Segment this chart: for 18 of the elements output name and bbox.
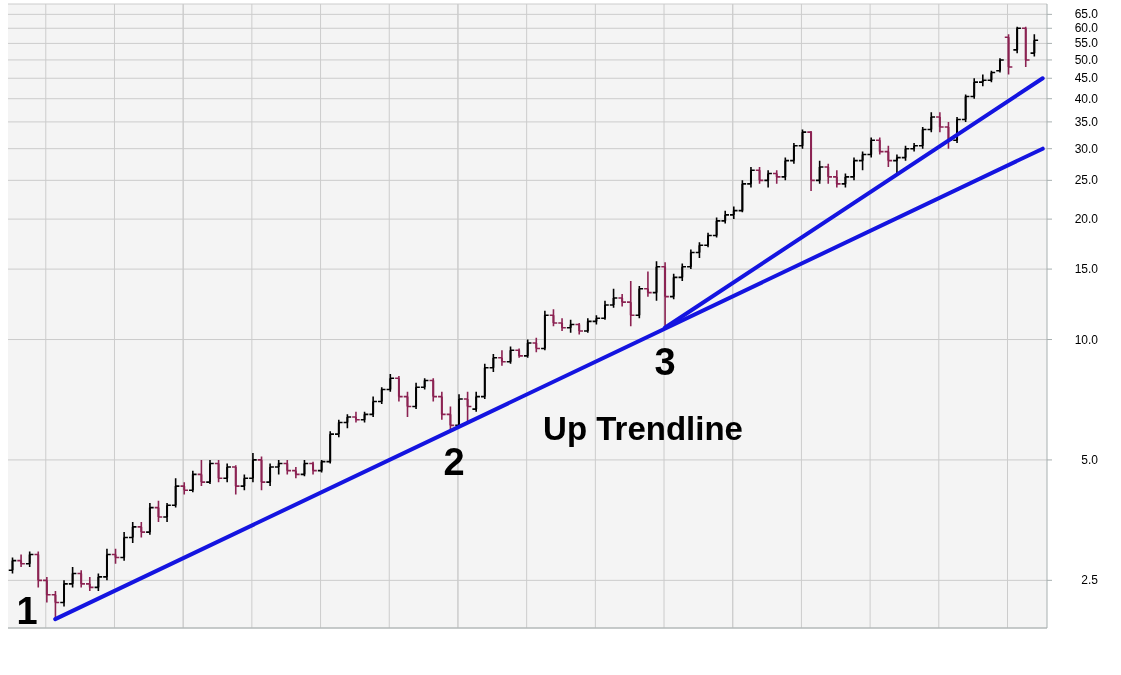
y-tick-label: 20.0 <box>1074 212 1099 227</box>
y-tick-label: 25.0 <box>1074 173 1099 188</box>
y-tick-label: 5.0 <box>1081 452 1099 467</box>
y-tick-label: 60.0 <box>1074 21 1099 36</box>
y-tick-label: 10.0 <box>1074 332 1099 347</box>
y-tick-label: 45.0 <box>1074 71 1099 86</box>
annotation: 3 <box>654 341 676 383</box>
y-tick-label: 55.0 <box>1074 36 1099 51</box>
y-tick-label: 50.0 <box>1074 52 1099 67</box>
y-tick-label: 35.0 <box>1074 114 1099 129</box>
y-tick-label: 65.0 <box>1074 7 1099 22</box>
annotation: 1 <box>16 590 38 632</box>
y-tick-label: 30.0 <box>1074 141 1099 156</box>
y-tick-label: 40.0 <box>1074 91 1099 106</box>
y-tick-label: 2.5 <box>1081 573 1099 588</box>
y-tick-label: 15.0 <box>1074 262 1099 277</box>
annotation: Up Trendline <box>543 409 743 447</box>
annotation: 2 <box>443 441 465 483</box>
